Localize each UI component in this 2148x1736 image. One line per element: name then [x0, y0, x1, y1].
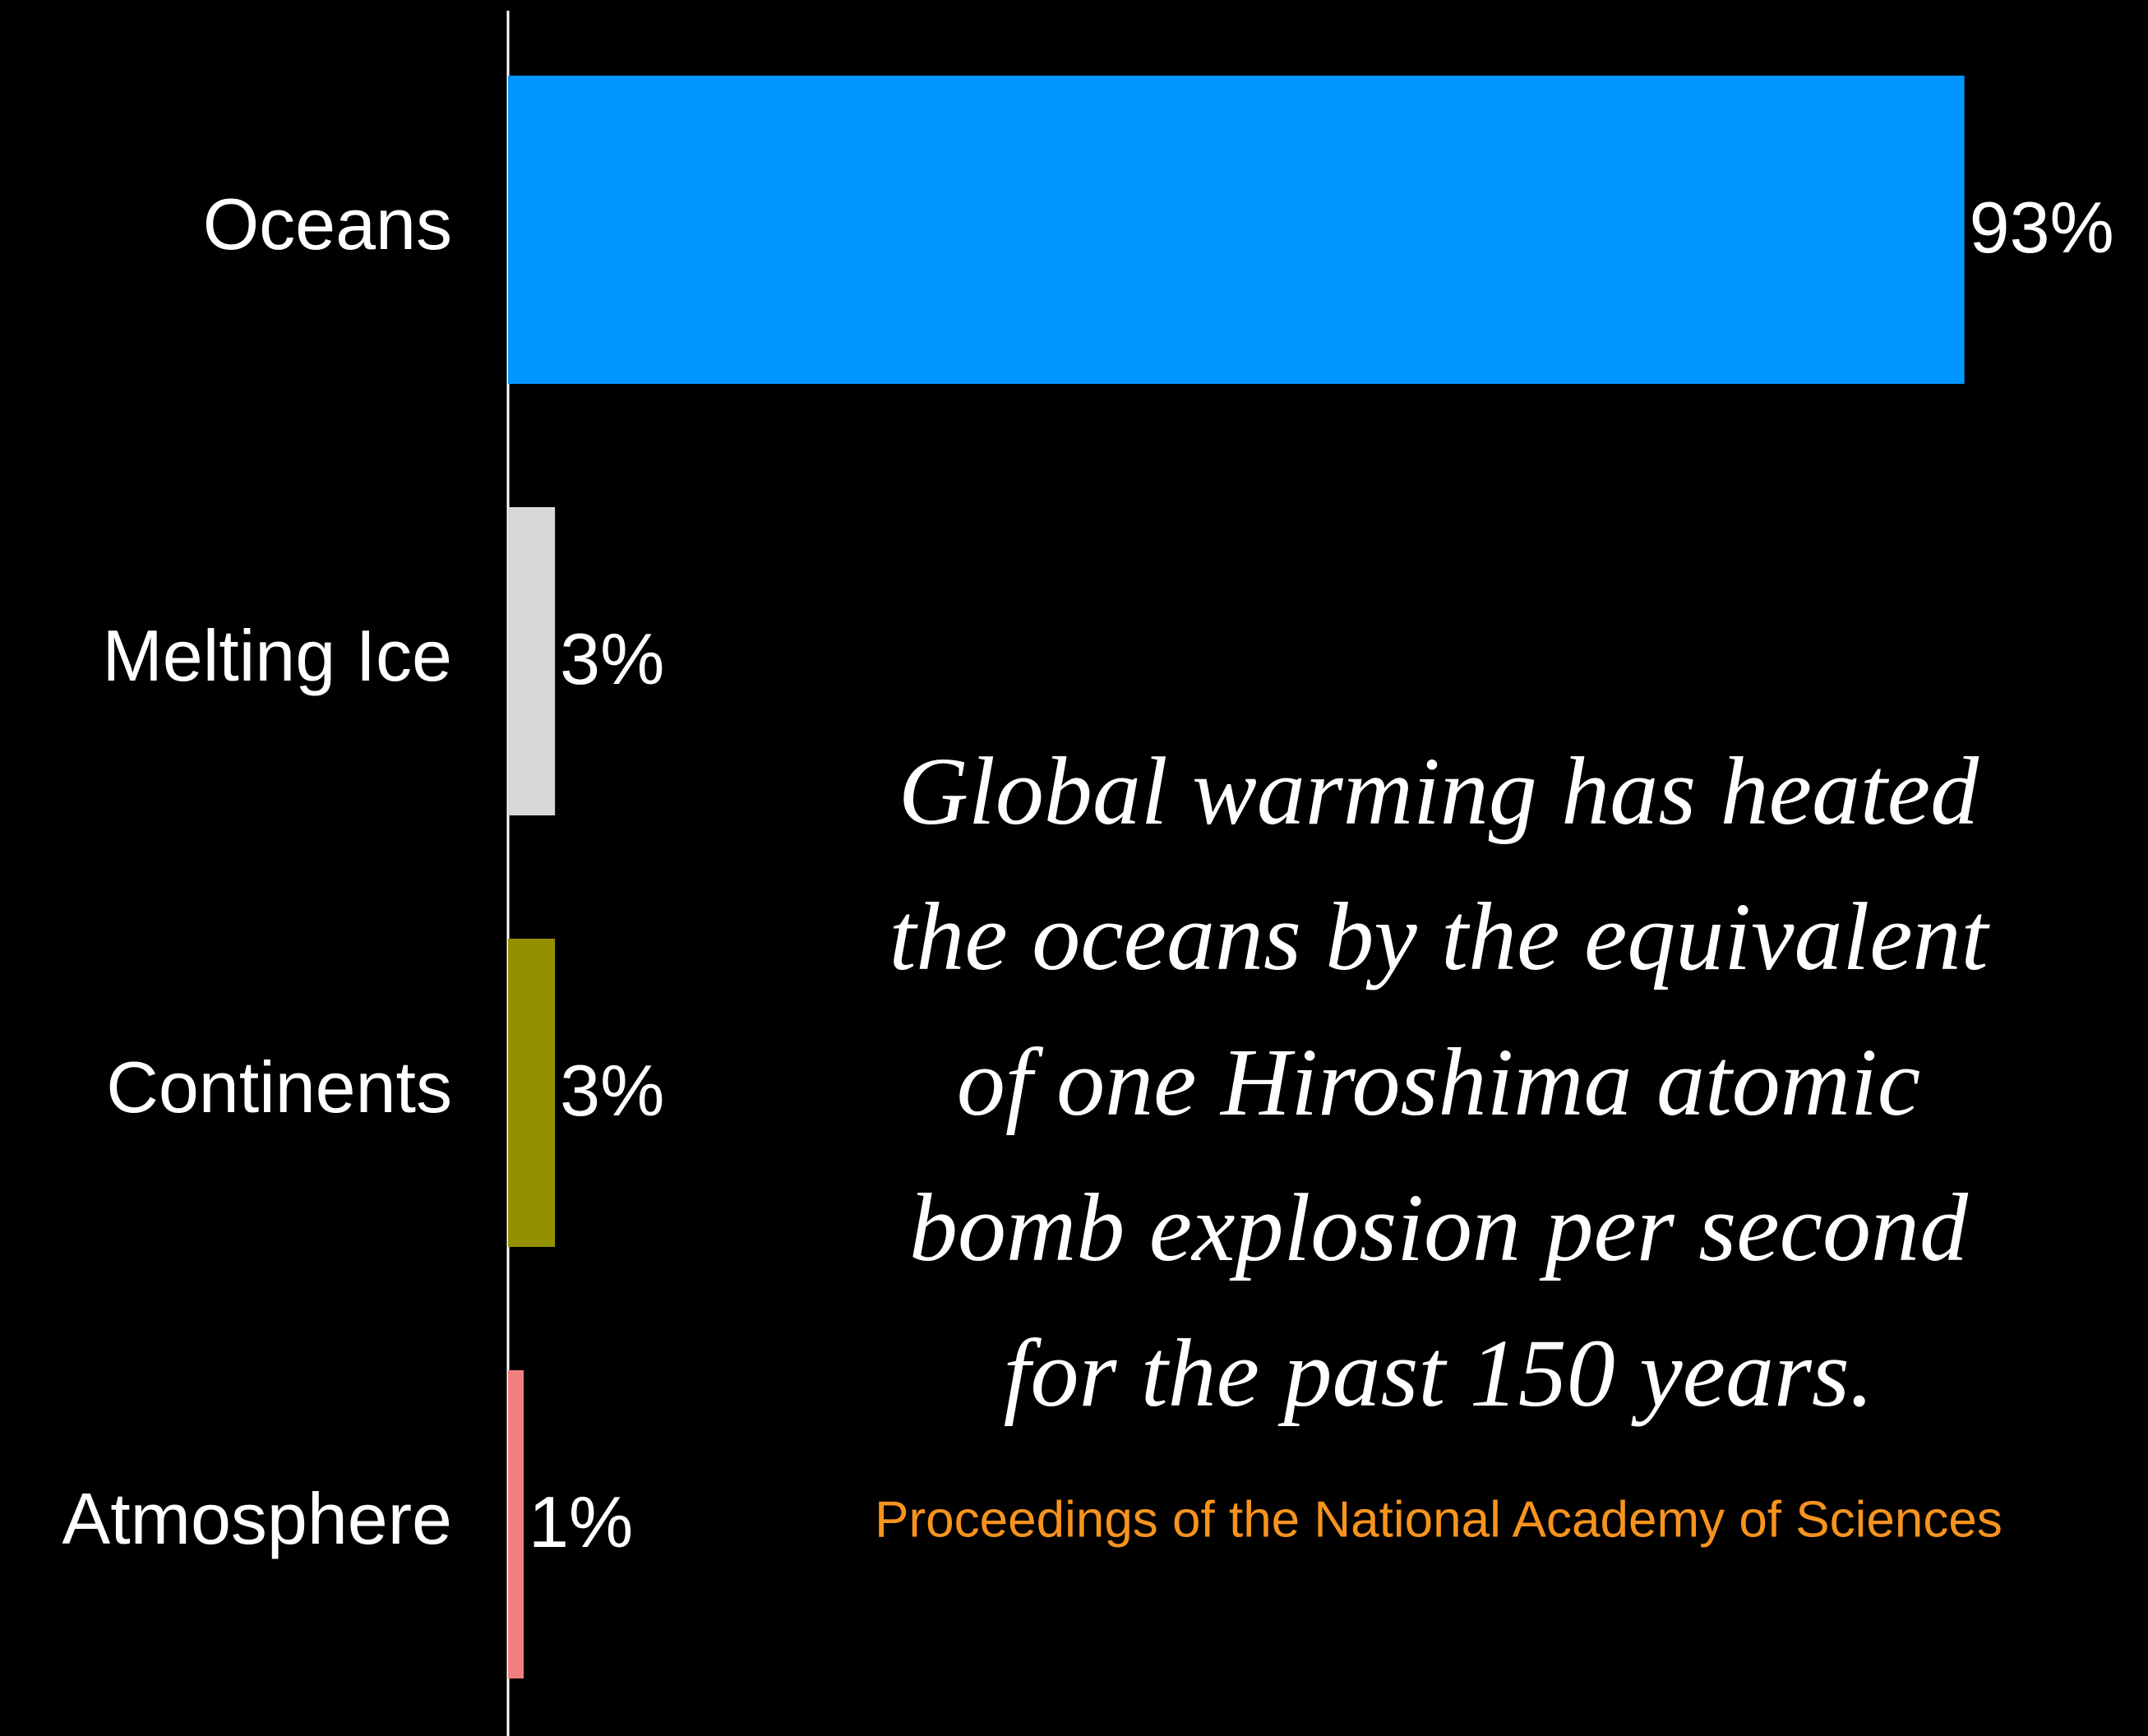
- value-label: 3%: [560, 1050, 664, 1131]
- bar: [508, 1370, 524, 1678]
- bar: [508, 507, 556, 815]
- category-label: Continents: [106, 1046, 452, 1128]
- category-label: Oceans: [203, 183, 452, 265]
- value-label: 3%: [560, 618, 664, 699]
- value-label: 1%: [529, 1481, 633, 1563]
- annotation-line: Global warming has heated: [898, 737, 1979, 845]
- category-label: Melting Ice: [102, 615, 452, 696]
- value-label: 93%: [1970, 187, 2114, 268]
- annotation-line: for the past 150 years.: [1004, 1319, 1874, 1427]
- source: Proceedings of the National Academy of S…: [875, 1491, 2002, 1548]
- annotation-line: the oceans by the equivalent: [889, 883, 1991, 990]
- category-label: Atmosphere: [62, 1478, 452, 1559]
- annotation-line: of one Hiroshima atomic: [957, 1028, 1920, 1136]
- bar: [508, 76, 1965, 384]
- annotation-line: bomb explosion per second: [909, 1174, 1969, 1281]
- bar: [508, 939, 556, 1247]
